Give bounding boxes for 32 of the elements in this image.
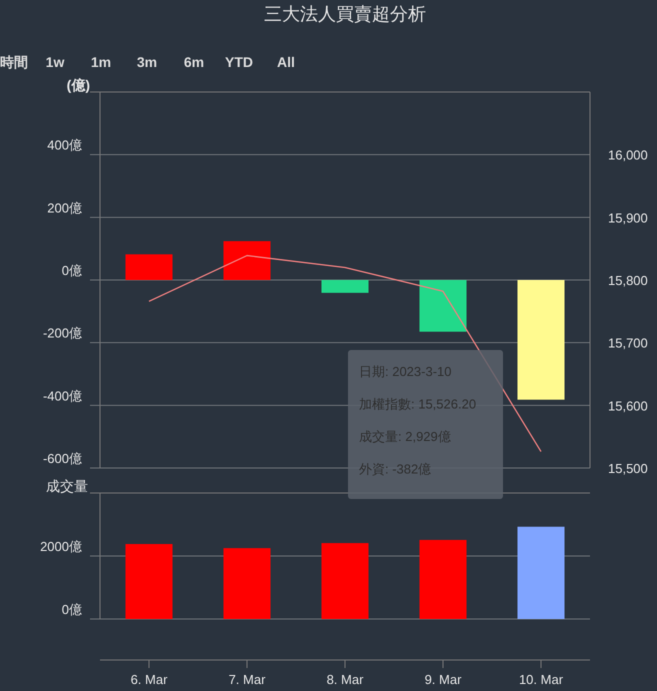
text: 1m xyxy=(90,54,112,70)
text: 時間 xyxy=(0,54,28,70)
x-tick-label: 7. Mar xyxy=(228,672,266,687)
chart-title: 三大法人買賣超分析 xyxy=(264,4,426,24)
x-tick-label: 6. Mar xyxy=(130,672,168,687)
line-series xyxy=(148,254,542,452)
y-axis-title: (億) xyxy=(66,77,90,93)
y2-tick-label: 15,700 xyxy=(608,336,648,351)
y-tick-label: -200億 xyxy=(42,326,82,341)
x-tick-label: 10. Mar xyxy=(518,672,564,687)
x-tick-label: 8. Mar xyxy=(326,672,364,687)
text: 6m xyxy=(184,54,204,70)
y-tick-label: 0億 xyxy=(62,602,82,617)
y-tick-label: 0億 xyxy=(62,263,82,278)
y-tick-label: -400億 xyxy=(42,388,82,404)
text: YTD xyxy=(225,54,253,70)
y2-tick-label: 15,800 xyxy=(608,273,648,288)
y-axis-title: 成交量 xyxy=(46,478,88,494)
y2-tick-label: 16,000 xyxy=(608,148,648,163)
text: 3m xyxy=(136,54,158,70)
y-tick-label: 200億 xyxy=(47,200,82,216)
y2-tick-label: 15,900 xyxy=(608,210,648,226)
annotation: 外資: -382億 xyxy=(359,462,432,476)
annotation: 加權指數: 15,526.20 xyxy=(359,396,476,412)
text: 1w xyxy=(46,54,64,70)
y-tick-label: 400億 xyxy=(47,138,82,153)
x-tick-label: 9. Mar xyxy=(424,672,462,687)
text: All xyxy=(277,54,295,70)
y2-tick-label: 15,600 xyxy=(608,398,648,414)
y-tick-label: 2000億 xyxy=(40,539,82,554)
y2-tick-label: 15,500 xyxy=(608,461,648,476)
y-tick-label: -600億 xyxy=(42,451,82,466)
